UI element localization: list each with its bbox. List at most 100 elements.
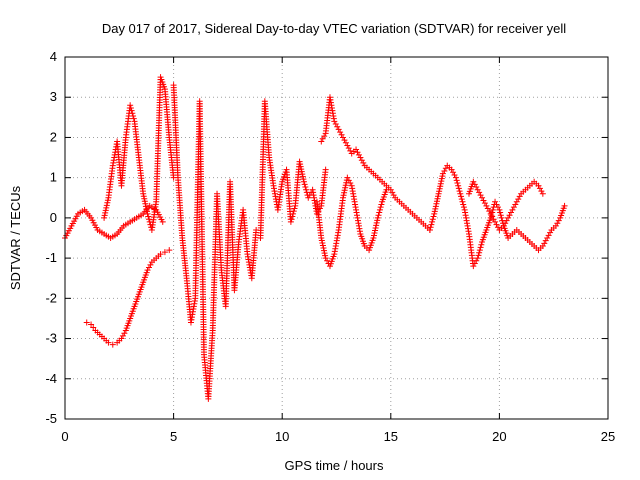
data-point xyxy=(376,206,383,213)
data-point xyxy=(538,188,545,195)
data-point xyxy=(121,330,128,337)
data-point xyxy=(322,255,329,262)
data-point xyxy=(390,192,397,199)
x-axis-label: GPS time / hours xyxy=(285,458,384,473)
data-point xyxy=(470,178,477,185)
data-point xyxy=(298,168,305,175)
data-point xyxy=(128,107,135,114)
data-point xyxy=(493,201,500,208)
data-point xyxy=(302,184,309,191)
data-point xyxy=(536,185,543,192)
data-point xyxy=(287,218,294,225)
data-point xyxy=(370,232,377,239)
series-track-b xyxy=(83,247,173,348)
data-point xyxy=(161,249,168,256)
data-point xyxy=(480,197,487,204)
y-tick-label: 4 xyxy=(50,49,57,64)
data-point xyxy=(481,200,488,207)
data-point xyxy=(127,102,134,109)
data-point xyxy=(142,203,149,210)
data-point xyxy=(354,149,361,156)
data-point xyxy=(321,133,328,140)
data-point xyxy=(474,255,481,262)
data-point xyxy=(509,206,516,213)
data-point xyxy=(289,213,296,220)
data-point xyxy=(145,213,152,220)
data-point xyxy=(347,147,354,154)
y-tick-label: 1 xyxy=(50,170,57,185)
data-point xyxy=(344,142,351,149)
series-track-a xyxy=(62,202,166,241)
data-point xyxy=(140,193,147,200)
data-point xyxy=(471,181,478,188)
data-point xyxy=(143,208,150,215)
data-point xyxy=(515,196,522,203)
data-point xyxy=(496,206,503,213)
data-point xyxy=(439,170,446,177)
y-tick-label: -5 xyxy=(45,411,57,426)
data-point xyxy=(450,169,457,176)
data-point xyxy=(345,145,352,152)
data-point xyxy=(360,159,367,166)
data-point xyxy=(372,224,379,231)
data-point xyxy=(554,220,561,227)
data-point xyxy=(303,186,310,193)
axis-ticks: -5 -4 -3 -2 -1 0 1 2 3 4 0 5 10 15 20 25 xyxy=(45,49,615,444)
data-point xyxy=(141,195,148,202)
data-point xyxy=(157,251,164,258)
data-point xyxy=(436,185,443,192)
data-point xyxy=(90,324,97,331)
data-point xyxy=(471,260,478,267)
data-point xyxy=(370,235,377,241)
x-tick-label: 0 xyxy=(61,429,68,444)
y-tick-label: -3 xyxy=(45,331,57,346)
data-point xyxy=(374,217,381,224)
data-point xyxy=(104,197,111,204)
data-point xyxy=(334,123,341,130)
data-point xyxy=(476,247,483,254)
data-point xyxy=(456,188,463,195)
data-points xyxy=(62,74,568,402)
data-point xyxy=(109,341,116,348)
data-point xyxy=(142,200,149,207)
data-point xyxy=(457,190,464,197)
data-point xyxy=(498,214,505,221)
data-point xyxy=(455,182,462,189)
grid-lines xyxy=(65,57,608,419)
data-point xyxy=(437,180,444,187)
data-point xyxy=(290,208,297,215)
data-point xyxy=(433,198,440,205)
data-point xyxy=(103,202,110,209)
data-point xyxy=(448,166,455,173)
data-point xyxy=(353,146,360,153)
data-point xyxy=(502,220,509,227)
data-point xyxy=(430,213,437,220)
data-point xyxy=(431,208,438,215)
data-point xyxy=(544,235,551,241)
data-point xyxy=(345,177,352,184)
data-point xyxy=(373,222,380,229)
data-point xyxy=(374,214,381,221)
data-point xyxy=(147,261,154,268)
data-point xyxy=(347,180,354,187)
data-point xyxy=(318,235,325,241)
data-point xyxy=(337,129,344,136)
data-point xyxy=(479,194,486,201)
series-track-c xyxy=(101,74,177,233)
data-point xyxy=(322,166,329,173)
data-point xyxy=(143,205,150,212)
data-point xyxy=(455,185,462,192)
data-point xyxy=(458,193,465,200)
data-point xyxy=(503,217,510,224)
data-point xyxy=(432,203,439,210)
data-point xyxy=(432,205,439,212)
data-point xyxy=(438,178,445,185)
data-point xyxy=(321,247,328,254)
data-point xyxy=(454,180,461,187)
data-point xyxy=(341,137,348,144)
data-point xyxy=(436,188,443,195)
data-point xyxy=(513,198,520,205)
data-point xyxy=(288,216,295,223)
data-point xyxy=(460,201,467,208)
